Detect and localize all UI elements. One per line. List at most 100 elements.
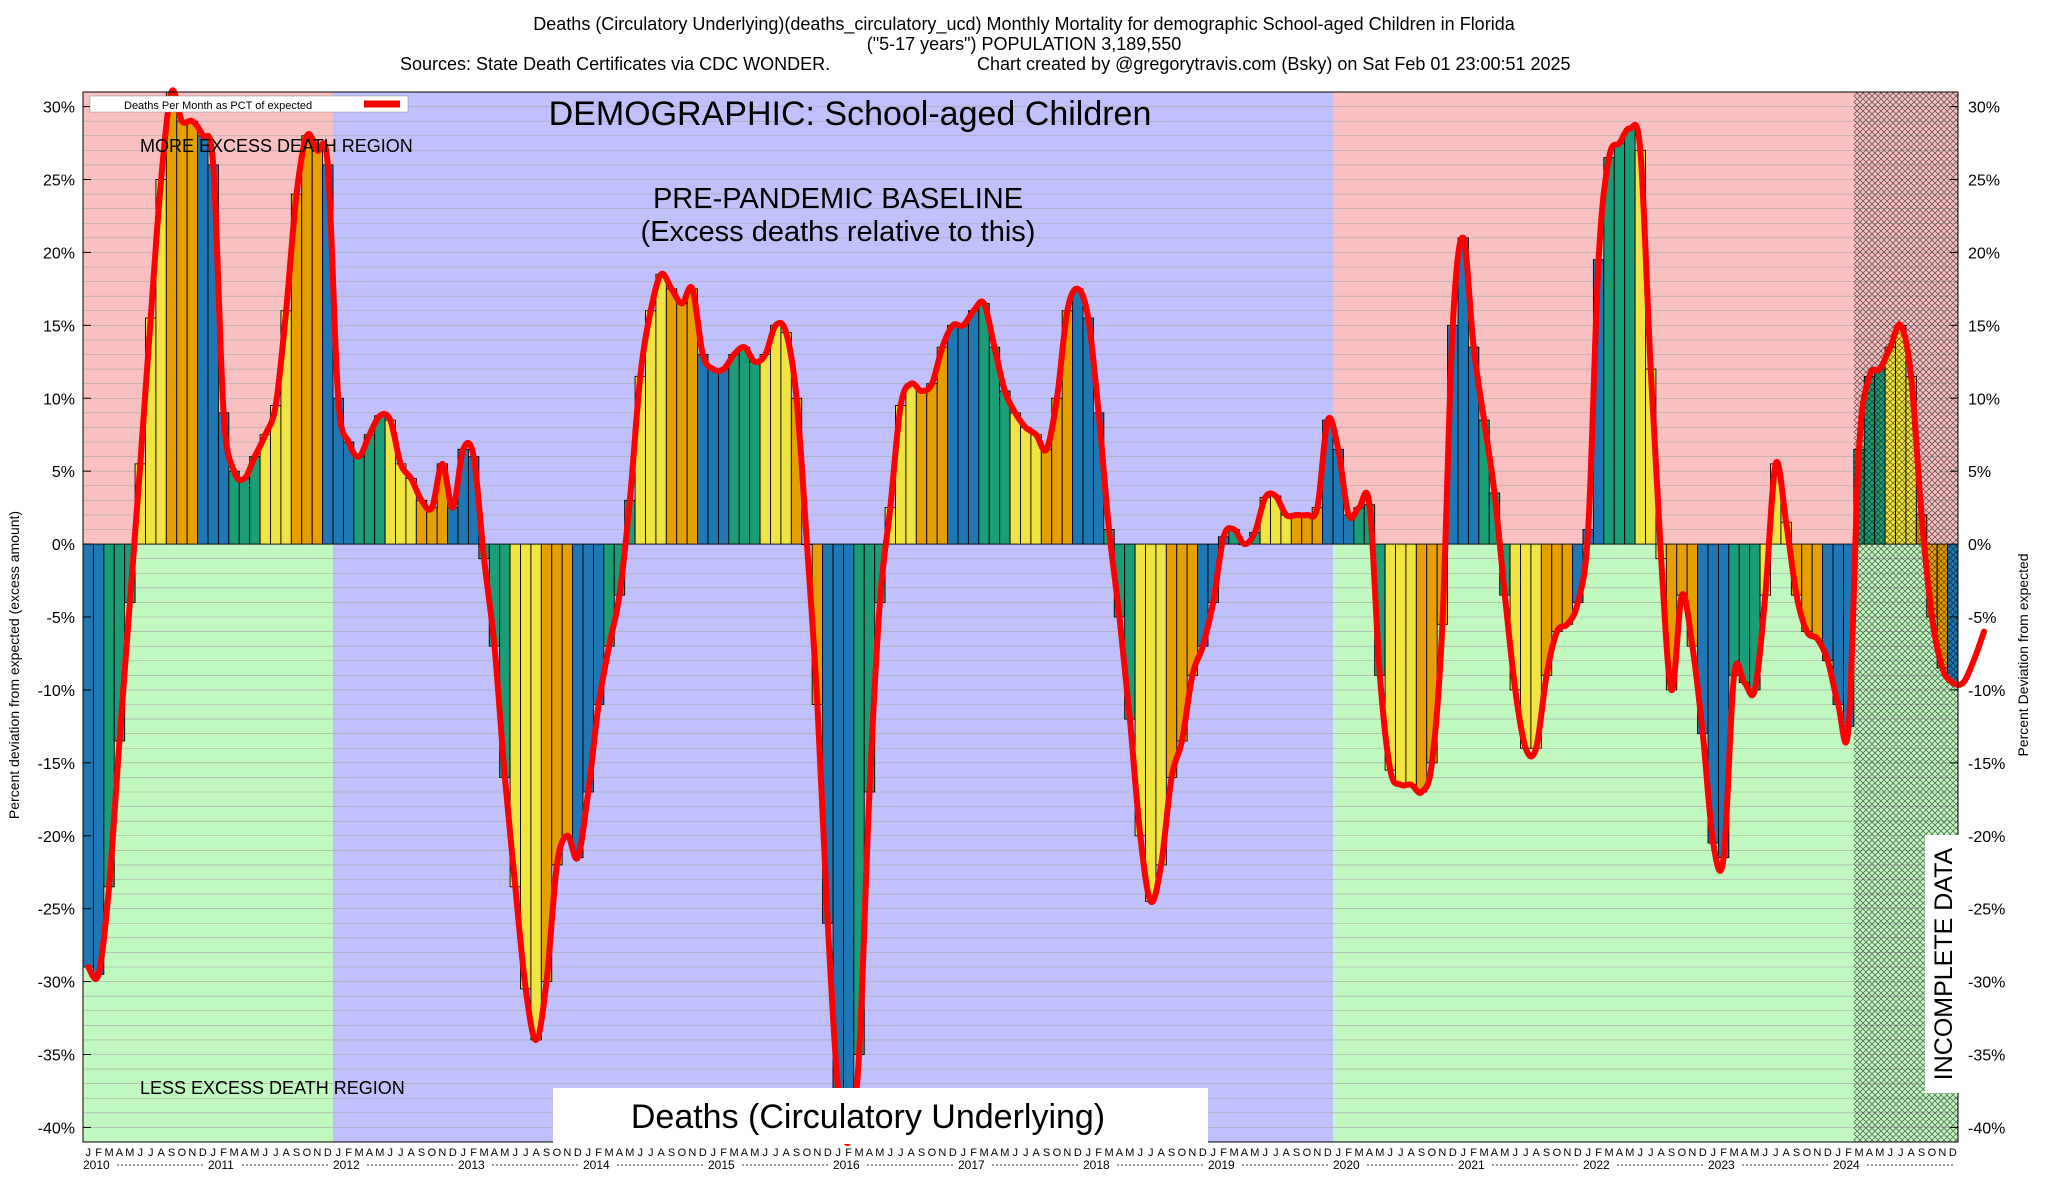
x-month-label: J xyxy=(1835,1147,1841,1159)
bar xyxy=(947,324,959,545)
x-month-label: J xyxy=(1013,1147,1019,1159)
x-month-label: O xyxy=(928,1147,937,1159)
x-month-label: S xyxy=(1293,1147,1300,1159)
x-month-label: M xyxy=(1854,1147,1863,1159)
series-line xyxy=(85,87,1988,1147)
incomplete-label: INCOMPLETE DATA xyxy=(1930,847,1958,1080)
x-month-label: O xyxy=(1178,1147,1187,1159)
x-month-label: J xyxy=(1138,1147,1144,1159)
x-month-label: J xyxy=(263,1147,269,1159)
bar xyxy=(915,390,928,545)
x-month-label: M xyxy=(1354,1147,1363,1159)
y-tick-label-right: -35% xyxy=(1968,1048,2005,1065)
chart-sources: Sources: State Death Certificates via CD… xyxy=(400,54,830,74)
x-year-label: 2011 xyxy=(208,1158,234,1172)
y-tick-label-left: -15% xyxy=(38,756,75,773)
y-tick-label-left: 25% xyxy=(43,173,75,190)
x-month-label: A xyxy=(1032,1147,1040,1159)
x-year-label: 2017 xyxy=(958,1158,985,1172)
x-month-label: M xyxy=(354,1147,363,1159)
y-axis-title-right: Percent Deviation from expected xyxy=(2015,553,2031,756)
x-month-label: N xyxy=(1563,1147,1571,1159)
x-month-label: J xyxy=(1460,1147,1466,1159)
x-month-label: N xyxy=(1063,1147,1071,1159)
y-tick-label-right: -15% xyxy=(1968,756,2005,773)
x-month-label: J xyxy=(1898,1147,1904,1159)
x-month-label: F xyxy=(1095,1147,1102,1159)
x-month-label: J xyxy=(888,1147,894,1159)
y-tick-label-right: 25% xyxy=(1968,173,2000,190)
x-month-label: O xyxy=(1053,1147,1062,1159)
x-month-label: F xyxy=(970,1147,977,1159)
legend-label: Deaths Per Month as PCT of expected xyxy=(124,100,312,112)
x-month-label: M xyxy=(125,1147,134,1159)
incomplete-label-box xyxy=(1925,835,1959,1093)
x-month-label: J xyxy=(773,1147,779,1159)
x-month-label: N xyxy=(1313,1147,1321,1159)
x-month-label: A xyxy=(366,1147,374,1159)
x-month-label: M xyxy=(1604,1147,1613,1159)
x-month-label: A xyxy=(1657,1147,1665,1159)
y-tick-label-right: -20% xyxy=(1968,829,2005,846)
x-month-label: D xyxy=(324,1147,332,1159)
x-month-label: A xyxy=(1407,1147,1415,1159)
x-month-label: D xyxy=(1574,1147,1582,1159)
x-month-label: J xyxy=(1148,1147,1154,1159)
y-tick-label-right: 15% xyxy=(1968,318,2000,335)
x-year-label: 2010 xyxy=(83,1158,110,1172)
y-tick-label-right: 10% xyxy=(1968,391,2000,408)
x-year-label: 2023 xyxy=(1708,1158,1735,1172)
x-month-label: J xyxy=(523,1147,529,1159)
bar xyxy=(717,368,730,545)
x-month-label: M xyxy=(1250,1147,1259,1159)
bar xyxy=(770,324,782,545)
x-month-label: A xyxy=(782,1147,790,1159)
x-month-label: J xyxy=(1273,1147,1279,1159)
x-month-label: J xyxy=(1648,1147,1654,1159)
y-tick-label-right: -10% xyxy=(1968,683,2005,700)
x-month-label: J xyxy=(1085,1147,1091,1159)
x-year-label: 2020 xyxy=(1333,1158,1360,1172)
chart-title: Deaths (Circulatory Underlying)(deaths_c… xyxy=(533,14,1515,35)
x-month-label: M xyxy=(500,1147,509,1159)
bar xyxy=(759,354,771,545)
bar xyxy=(1822,543,1834,662)
x-month-label: S xyxy=(793,1147,800,1159)
x-month-label: A xyxy=(866,1147,874,1159)
x-month-label: J xyxy=(398,1147,404,1159)
y-tick-label-left: -35% xyxy=(38,1048,75,1065)
x-month-label: M xyxy=(1125,1147,1134,1159)
bar xyxy=(1072,288,1084,545)
x-month-label: D xyxy=(449,1147,457,1159)
x-month-label: A xyxy=(907,1147,915,1159)
x-year-label: 2015 xyxy=(708,1158,735,1172)
x-month-label: J xyxy=(388,1147,394,1159)
bar xyxy=(186,120,199,545)
x-month-label: O xyxy=(1303,1147,1312,1159)
y-tick-label-left: 30% xyxy=(43,100,75,117)
x-month-label: M xyxy=(604,1147,613,1159)
x-month-label: A xyxy=(1741,1147,1749,1159)
x-month-label: J xyxy=(898,1147,904,1159)
cause-label-box xyxy=(553,1088,1208,1144)
x-month-label: A xyxy=(157,1147,165,1159)
bar xyxy=(676,303,688,545)
x-month-label: J xyxy=(648,1147,654,1159)
x-month-label: J xyxy=(960,1147,966,1159)
x-month-label: S xyxy=(543,1147,550,1159)
x-month-label: A xyxy=(407,1147,415,1159)
x-month-label: N xyxy=(1188,1147,1196,1159)
x-month-label: O xyxy=(1803,1147,1812,1159)
less-excess-label: LESS EXCESS DEATH REGION xyxy=(140,1078,405,1098)
x-month-label: J xyxy=(1388,1147,1394,1159)
bar xyxy=(176,120,188,545)
bar xyxy=(697,354,709,545)
x-month-label: J xyxy=(138,1147,144,1159)
x-year-label: 2019 xyxy=(1208,1158,1235,1172)
bar xyxy=(728,354,740,545)
x-month-label: J xyxy=(85,1147,91,1159)
x-month-label: F xyxy=(220,1147,227,1159)
x-month-label: M xyxy=(250,1147,259,1159)
x-month-label: D xyxy=(1949,1147,1957,1159)
bar xyxy=(1145,543,1157,902)
